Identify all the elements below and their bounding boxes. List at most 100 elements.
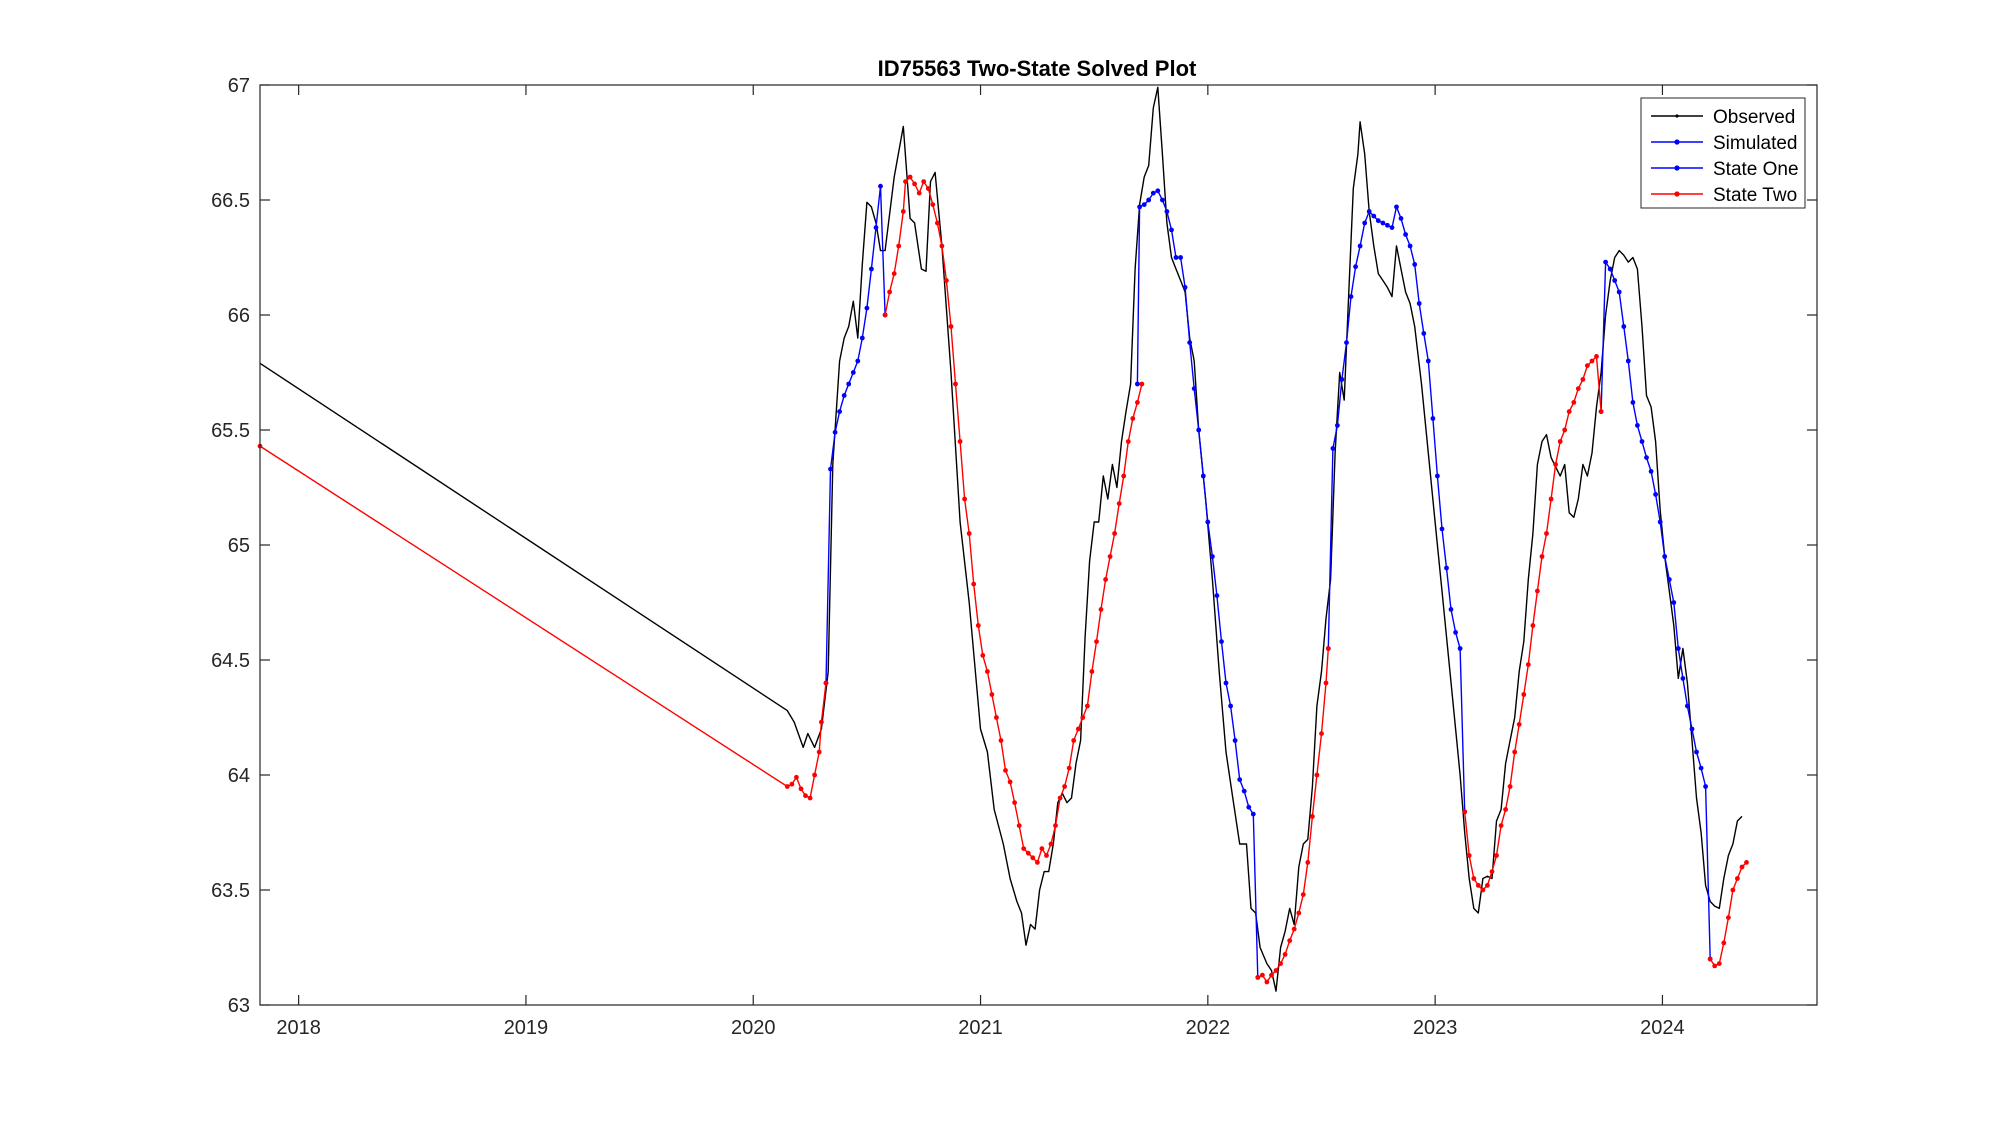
state-one-point — [864, 305, 870, 311]
state-two-point — [1089, 669, 1095, 674]
state-two-point — [957, 439, 963, 444]
state-two-point — [794, 774, 799, 780]
state-one-point — [1444, 565, 1449, 571]
state-one-point — [1219, 639, 1224, 644]
state-one-line-4 — [1600, 261, 1711, 960]
state-two-point — [1016, 823, 1022, 828]
state-one-point — [1694, 749, 1699, 755]
y-tick-label: 67 — [228, 75, 250, 97]
state-two-point — [998, 738, 1004, 743]
legend-entry-state-two: State Two — [1651, 185, 1797, 206]
state-one-point — [850, 370, 856, 375]
state-two-point — [948, 324, 954, 329]
state-one-point — [1625, 358, 1631, 364]
state-two-point — [1544, 531, 1549, 536]
state-two-point — [1589, 358, 1595, 364]
state-one-point — [846, 381, 852, 387]
state-one-point — [1223, 680, 1229, 686]
y-tick-label: 66.5 — [211, 190, 250, 212]
state-one-point — [1178, 255, 1183, 260]
state-two-point — [1475, 883, 1481, 888]
state-one-point — [1685, 703, 1690, 709]
state-two-point — [1310, 814, 1315, 819]
state-two-series — [257, 174, 1749, 985]
axes: 2018 2019 2020 2021 2022 2023 2024 63 63.5 64 64.5… — [211, 75, 1818, 1039]
state-one-point — [1164, 209, 1170, 214]
state-two-point — [816, 749, 822, 755]
state-two-point — [1269, 972, 1274, 978]
state-two-point — [1503, 807, 1508, 812]
state-two-point — [1498, 823, 1504, 828]
state-one-point — [1169, 227, 1174, 233]
state-two-point — [1053, 823, 1058, 828]
state-one-point — [1348, 294, 1354, 299]
state-two-point — [819, 719, 824, 725]
state-two-point — [1535, 588, 1540, 594]
state-two-point — [994, 715, 999, 720]
x-tick-label: 2019 — [504, 1017, 549, 1039]
state-two-point — [1116, 501, 1122, 506]
state-two-line-2 — [884, 176, 1143, 864]
state-two-point — [1012, 800, 1017, 805]
state-one-point — [1228, 703, 1233, 709]
state-one-point — [1237, 777, 1243, 782]
state-one-point — [1412, 262, 1418, 267]
y-tick-label: 65 — [228, 535, 250, 557]
state-two-point — [1007, 779, 1013, 785]
state-one-point — [1155, 188, 1161, 194]
x-tick-label: 2020 — [731, 1017, 776, 1039]
state-two-point — [1121, 473, 1127, 479]
state-two-point — [1557, 439, 1563, 444]
state-two-point — [798, 786, 804, 792]
state-one-point — [1146, 197, 1152, 203]
state-one-point — [841, 393, 847, 398]
state-two-point — [1264, 979, 1270, 985]
state-two-point — [1566, 409, 1572, 414]
state-two-point — [1462, 809, 1468, 815]
state-one-point — [1187, 340, 1193, 345]
plot-area — [257, 86, 1749, 992]
state-two-line-5 — [1709, 861, 1748, 967]
state-two-point — [944, 278, 949, 283]
state-two-point — [784, 784, 790, 789]
y-tick-label: 63.5 — [211, 880, 250, 902]
y-tick-label: 66 — [228, 305, 250, 327]
state-two-point — [925, 186, 931, 191]
state-one-point — [1366, 209, 1372, 214]
state-two-point — [1125, 439, 1131, 444]
state-one-point — [1362, 220, 1368, 226]
state-two-point — [1107, 554, 1113, 559]
x-tick-label: 2023 — [1413, 1017, 1458, 1039]
legend-label-simulated: Simulated — [1713, 133, 1798, 154]
state-two-point — [789, 781, 795, 787]
state-two-point — [1735, 876, 1740, 881]
x-tick-label: 2018 — [276, 1017, 321, 1039]
state-one-point — [1407, 243, 1413, 249]
state-two-point — [1521, 692, 1527, 697]
state-two-point — [903, 179, 908, 185]
state-one-point — [1135, 381, 1140, 387]
legend-marker-simulated — [1674, 139, 1680, 145]
state-one-point — [1448, 607, 1454, 612]
state-two-point — [1712, 963, 1718, 969]
state-one-point — [1657, 519, 1663, 525]
state-two-point — [1539, 554, 1545, 559]
x-tick-label: 2022 — [1186, 1017, 1231, 1039]
state-one-point — [855, 358, 861, 364]
state-one-point — [1141, 202, 1147, 208]
state-two-point — [812, 772, 817, 778]
legend-marker-state-two — [1674, 191, 1680, 197]
state-two-point — [1571, 400, 1577, 405]
state-one-point — [1339, 377, 1345, 382]
state-two-line-1 — [259, 445, 827, 799]
state-two-point — [1721, 940, 1727, 946]
state-two-point — [1044, 853, 1049, 858]
state-two-point — [1057, 795, 1063, 801]
y-tick-label: 64.5 — [211, 650, 250, 672]
state-one-point — [1698, 765, 1704, 771]
state-one-point — [1457, 646, 1463, 651]
state-one-point — [1425, 358, 1431, 364]
state-one-point — [1630, 400, 1636, 405]
state-one-point — [1453, 630, 1458, 635]
state-two-point — [1273, 968, 1279, 973]
